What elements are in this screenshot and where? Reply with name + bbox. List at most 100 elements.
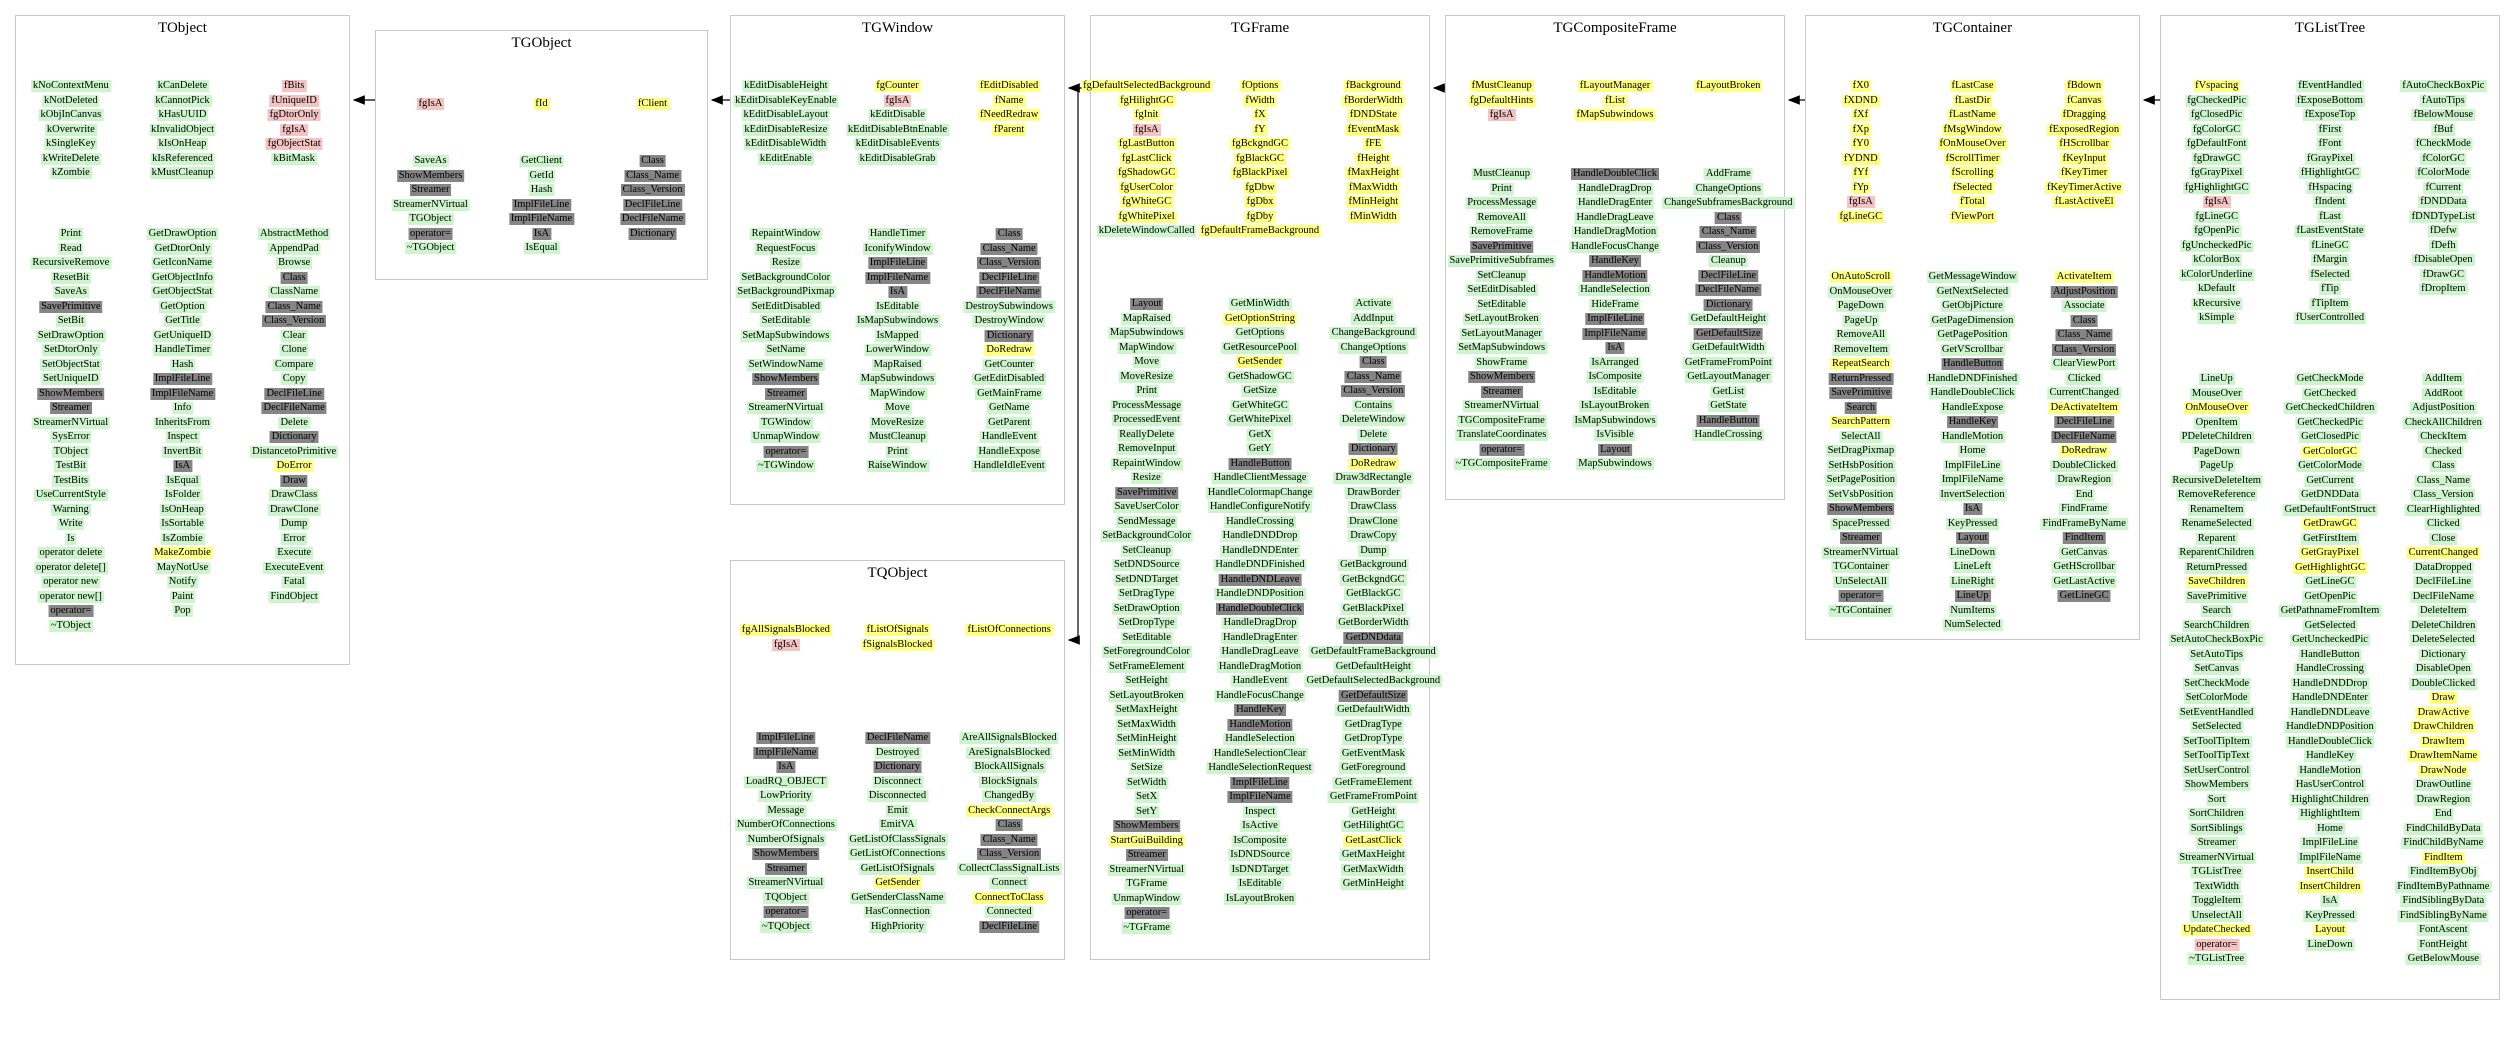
method: ActivateItem xyxy=(2054,271,2114,283)
method: ExecuteEvent xyxy=(263,561,326,574)
data-member: fBdown xyxy=(2065,80,2104,92)
method: SetColorMode xyxy=(2183,692,2250,704)
method: Move xyxy=(883,402,912,414)
method: Streamer xyxy=(2195,837,2238,849)
method: Connect xyxy=(989,877,1029,889)
method: GetClient xyxy=(519,155,564,167)
method: BlockSignals xyxy=(979,775,1040,788)
method: AddItem xyxy=(2422,373,2464,385)
data-member: fX xyxy=(1252,109,1268,121)
method: GetX xyxy=(1246,428,1274,441)
method: IsLayoutBroken xyxy=(1578,400,1652,412)
data-member: fgBlackGC xyxy=(1234,152,1286,165)
method: SearchPattern xyxy=(1829,416,1892,428)
method: SetWindowName xyxy=(746,358,825,371)
method: DistancetoPrimitive xyxy=(250,445,339,458)
method: ProcessedEvent xyxy=(1111,414,1182,426)
method: ImplFileName xyxy=(1227,791,1293,803)
data-member: fUniqueID xyxy=(269,94,319,107)
method: HandleIdleEvent xyxy=(971,460,1047,472)
data-member: kRecursive xyxy=(2191,297,2243,310)
method: GetNextSelected xyxy=(1934,285,2011,298)
method: MapWindow xyxy=(868,387,927,400)
method: Dictionary xyxy=(2418,648,2468,661)
method: ShowMembers xyxy=(2182,779,2251,791)
method: HighPriority xyxy=(868,920,927,933)
method: ToggleItem xyxy=(2190,895,2243,907)
method: ShowMembers xyxy=(1467,371,1536,383)
method: Class_Version xyxy=(977,257,1042,269)
data-member: fWidth xyxy=(1243,94,1277,107)
data-member: kCannotPick xyxy=(153,94,212,107)
method: SetUniqueID xyxy=(41,373,101,385)
method: HandleCrossing xyxy=(2294,663,2366,675)
method: ImplFileName xyxy=(864,271,931,284)
method: GetMaxHeight xyxy=(1339,849,1407,861)
method: Dictionary xyxy=(628,227,677,240)
method: HandleTimer xyxy=(152,344,213,356)
method: ShowMembers xyxy=(37,387,105,400)
method: ~TGWindow xyxy=(756,460,816,472)
method: ShowMembers xyxy=(752,373,820,385)
method: NumberOfSignals xyxy=(745,833,827,846)
method: MoveResize xyxy=(1118,370,1175,383)
method: SetMapSubwindows xyxy=(1456,342,1548,354)
method: HandleDNDDrop xyxy=(2290,677,2370,690)
method: SetEventHandled xyxy=(2177,706,2256,719)
method: DestroyWindow xyxy=(972,315,1046,327)
data-member: fScrollTimer xyxy=(1943,152,2002,165)
method: HandleDragMotion xyxy=(1216,660,1304,673)
data-member: fLastCase xyxy=(1949,80,1996,92)
method: GetFrameElement xyxy=(1332,776,1414,789)
method: Read xyxy=(58,242,84,255)
data-member: fgDrawGC xyxy=(2191,152,2242,165)
method: Class xyxy=(2070,314,2098,327)
method: GetMainFrame xyxy=(975,387,1044,400)
method: HandleDNDLeave xyxy=(2288,706,2372,719)
method: GetCheckMode xyxy=(2294,373,2366,385)
method: DrawBorder xyxy=(1345,486,1402,499)
method: Connected xyxy=(984,906,1034,918)
method: Contains xyxy=(1352,399,1394,412)
method: AppendPad xyxy=(267,242,321,255)
data-member: fEventHandled xyxy=(2296,80,2364,92)
data-member: fgDtorOnly xyxy=(267,109,321,121)
data-member: fgIsA xyxy=(883,94,912,107)
method: IsSortable xyxy=(159,518,206,530)
data-member: fgAllSignalsBlocked xyxy=(739,624,832,636)
data-member: fSelected xyxy=(2308,268,2352,281)
method: Sort xyxy=(2205,793,2228,806)
method: GetCurrent xyxy=(2304,474,2356,487)
method: Streamer xyxy=(409,184,452,196)
data-member: kNoContextMenu xyxy=(30,80,111,92)
method: SavePrimitive xyxy=(1469,240,1534,253)
method: GetEditDisabled xyxy=(972,373,1047,385)
method: SetLayoutBroken xyxy=(1107,689,1186,702)
method: IsLayoutBroken xyxy=(1223,892,1297,905)
data-member: kHasUUID xyxy=(156,109,209,121)
method: Class_Version xyxy=(620,184,685,196)
method: DrawChildren xyxy=(2411,721,2476,733)
method: RemoveAll xyxy=(1475,211,1528,224)
method: SetHeight xyxy=(1123,675,1170,687)
method: operator new[] xyxy=(37,590,104,603)
method: RepaintWindow xyxy=(1110,457,1183,470)
method: Destroyed xyxy=(873,746,922,759)
method: DestroySubwindows xyxy=(963,300,1055,313)
method: ClassName xyxy=(268,286,321,298)
data-member: kEditDisableBtnEnable xyxy=(845,123,950,136)
method: StreamerNVirtual xyxy=(31,416,111,429)
method: GetHeight xyxy=(1349,805,1398,818)
method: HandleDNDEnter xyxy=(1220,544,1300,557)
method: GetVScrollbar xyxy=(1939,343,2006,356)
method: HandleSelectionRequest xyxy=(1206,762,1314,774)
method: MustCleanup xyxy=(1471,168,1532,180)
data-member: fOnMouseOver xyxy=(1937,138,2008,150)
data-member: fHeight xyxy=(1355,152,1392,165)
method: GetUncheckedPic xyxy=(2290,634,2370,646)
method: GetDefaultSize xyxy=(1693,327,1763,340)
data-member: fExposeTop xyxy=(2302,109,2358,121)
method: Class xyxy=(280,271,308,284)
method: TestBit xyxy=(53,460,88,472)
data-member: fgObjectStat xyxy=(265,138,323,150)
